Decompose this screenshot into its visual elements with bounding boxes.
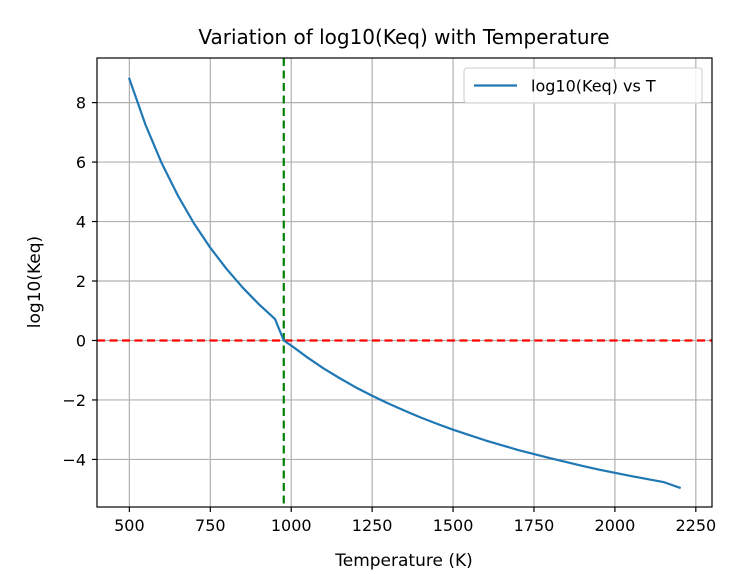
- y-tick-label: 8: [76, 94, 86, 113]
- y-tick-label: −4: [62, 450, 86, 469]
- y-axis-label: log10(Keq): [25, 236, 45, 328]
- y-tick-label: 4: [76, 213, 86, 232]
- plot-area: [97, 58, 712, 507]
- x-tick-label: 1750: [514, 516, 555, 535]
- x-tick-label: 750: [195, 516, 226, 535]
- series-lines: [127, 77, 682, 490]
- legend: log10(Keq) vs T: [463, 67, 703, 104]
- x-tick-label: 500: [114, 516, 145, 535]
- x-tick-label: 1000: [271, 516, 312, 535]
- legend-label: log10(Keq) vs T: [531, 77, 656, 96]
- x-axis-ticks: 500 750 1000 1250 1500 1750 2000 2250: [114, 507, 716, 535]
- series-line: [127, 77, 682, 490]
- reference-lines: [97, 58, 712, 507]
- y-tick-label: 2: [76, 272, 86, 291]
- legend-box: [463, 67, 703, 104]
- x-tick-label: 1250: [352, 516, 393, 535]
- x-axis-label: Temperature (K): [334, 551, 473, 571]
- x-tick-label: 1500: [433, 516, 474, 535]
- y-tick-label: 0: [76, 331, 86, 350]
- y-tick-label: −2: [62, 391, 86, 410]
- y-tick-label: 6: [76, 153, 86, 172]
- axes-frame: [96, 57, 713, 508]
- y-axis-ticks: −4 −2 0 2 4 6 8: [62, 94, 97, 469]
- x-tick-label: 2250: [675, 516, 716, 535]
- chart-title: Variation of log10(Keq) with Temperature: [198, 25, 609, 49]
- x-tick-label: 2000: [595, 516, 636, 535]
